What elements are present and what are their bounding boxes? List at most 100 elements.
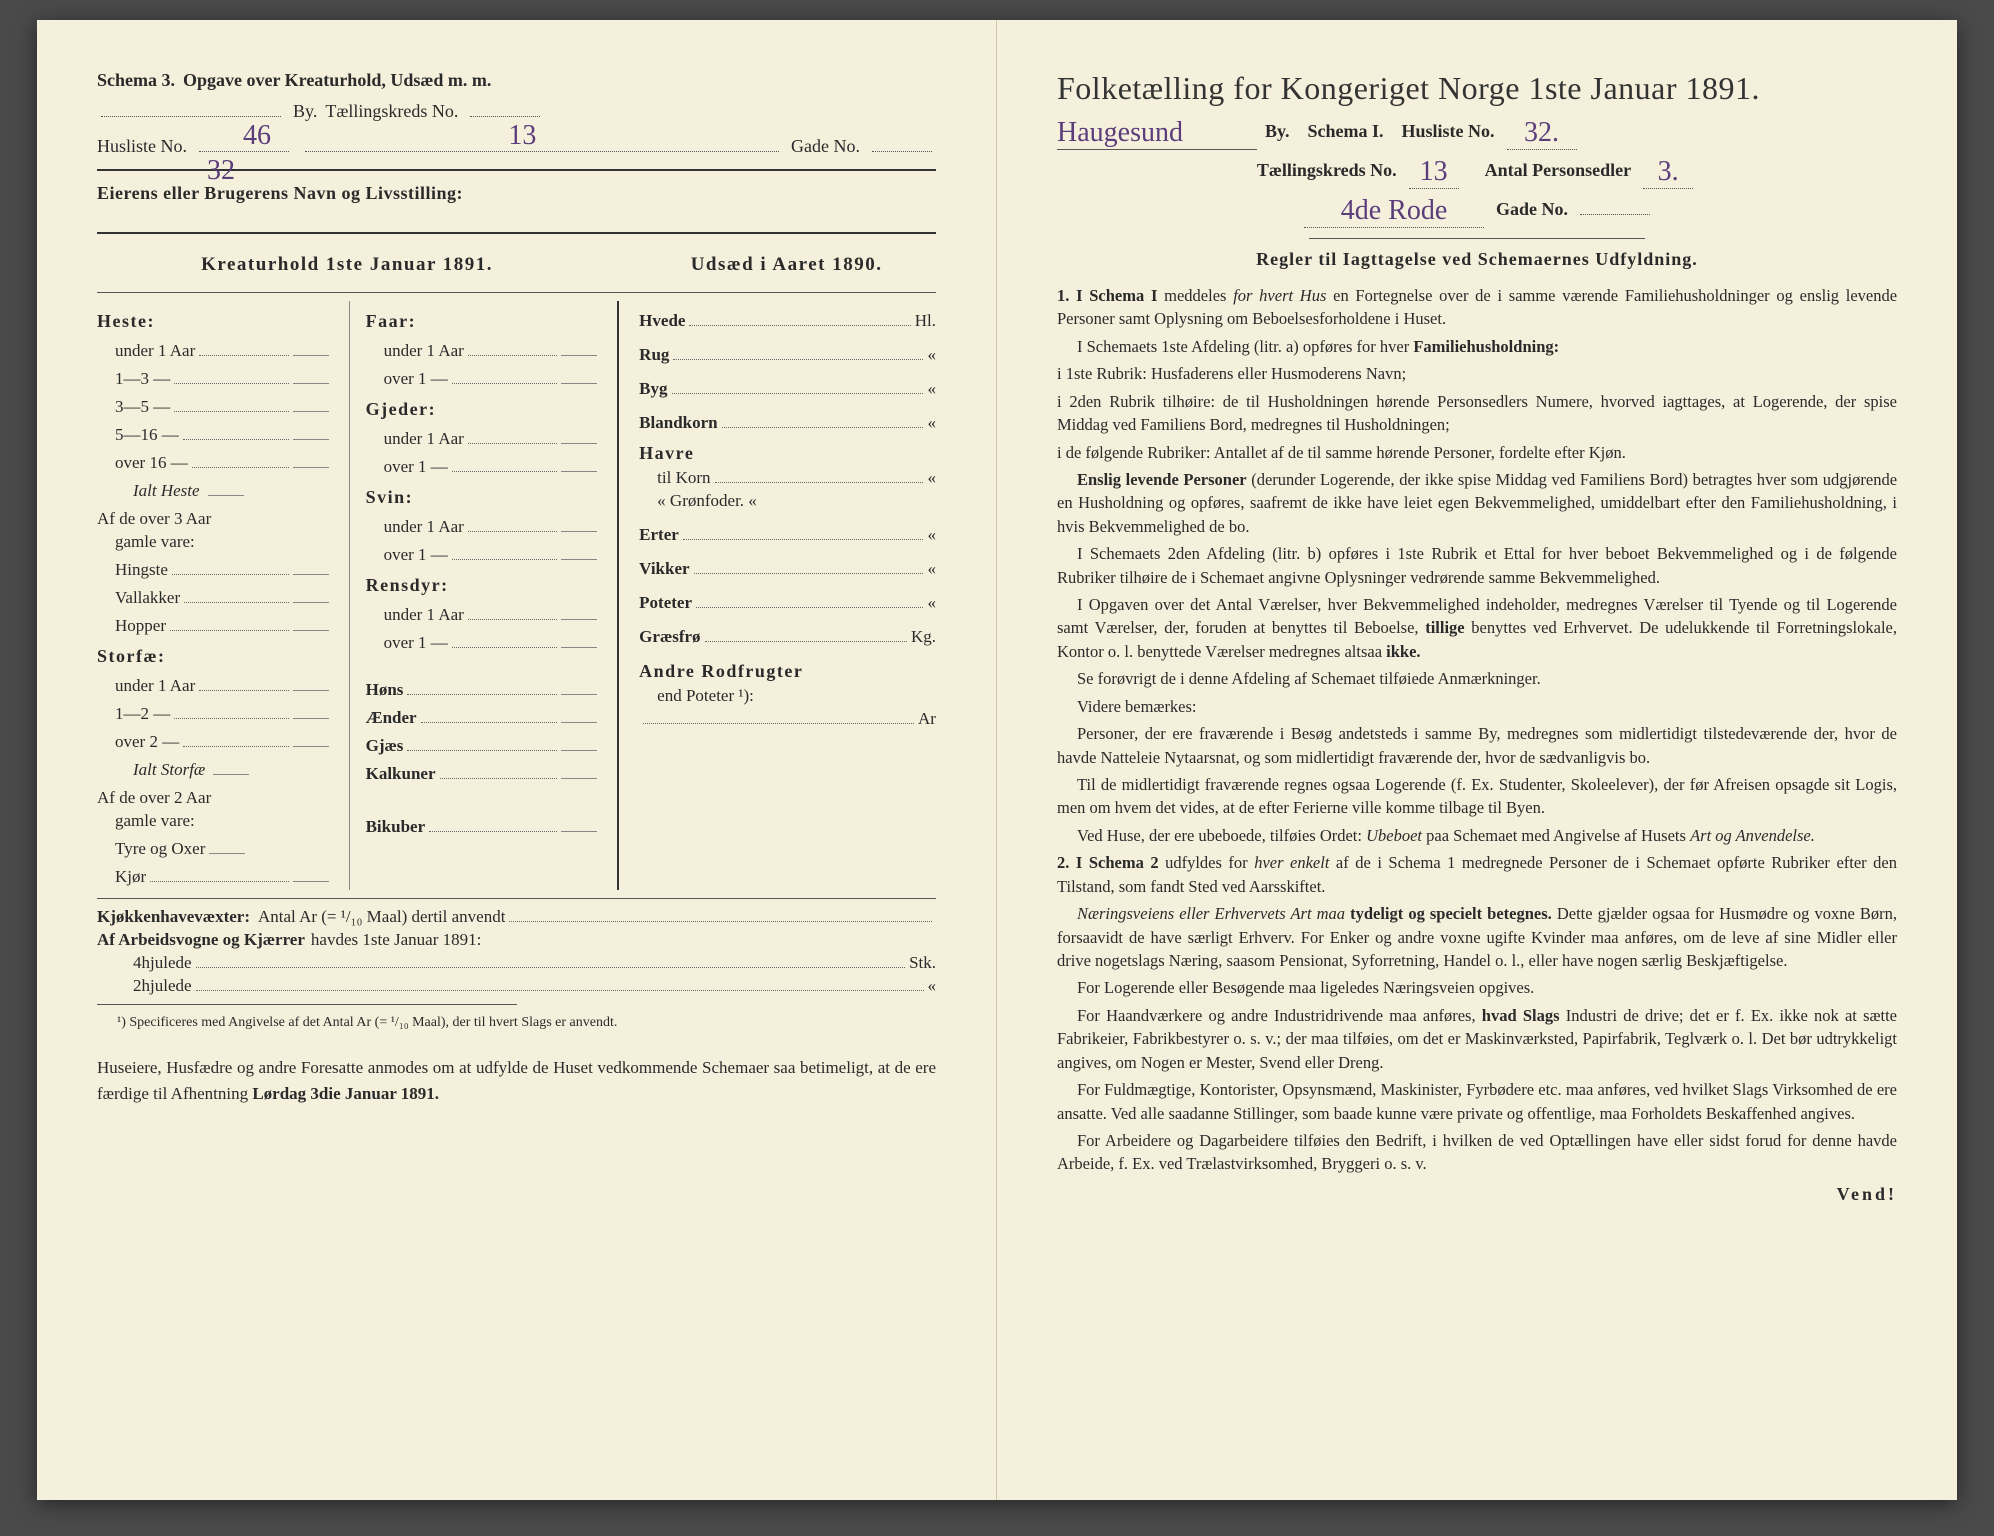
left-title: Opgave over Kreaturhold, Udsæd m. m. (183, 70, 491, 91)
kjokken: Kjøkkenhavevæxter: (97, 907, 250, 927)
rule-p15: Næringsveiens eller Erhvervets Art maa t… (1057, 902, 1897, 972)
livestock-subcol-1: Heste: under 1 Aar 1—3 — 3—5 — 5—16 — ov… (97, 301, 329, 890)
p2: I Schemaets 1ste Afdeling (litr. a) opfø… (1077, 337, 1409, 356)
kjokken-txt: Antal Ar (= ¹/₁₀ Maal) dertil anvendt (258, 907, 505, 927)
rules-title: Regler til Iagttagelse ved Schemaernes U… (1057, 249, 1897, 270)
main-two-col: Heste: under 1 Aar 1—3 — 3—5 — 5—16 — ov… (97, 301, 936, 890)
document-spread: Schema 3. Opgave over Kreaturhold, Udsæd… (37, 20, 1957, 1500)
footnote: ¹) Specificeres med Angivelse af det Ant… (97, 1015, 936, 1031)
hopper: Hopper (115, 616, 166, 636)
p1c: for hvert Hus (1233, 286, 1326, 305)
rule-p3: i 1ste Rubrik: Husfaderens eller Husmode… (1057, 362, 1897, 385)
hingste: Hingste (115, 560, 168, 580)
hjul4: 4hjulede (133, 953, 192, 973)
husliste-blank: 32 (199, 151, 289, 152)
end-pot: end Poteter ¹): (657, 686, 754, 706)
vend: Vend! (1057, 1184, 1897, 1205)
owner-line: Eierens eller Brugerens Navn og Livsstil… (97, 183, 936, 204)
byg: Byg (639, 379, 667, 399)
rule-p12: Til de midlertidigt fraværende regnes og… (1057, 773, 1897, 820)
rule-p7: I Schemaets 2den Afdeling (litr. b) opfø… (1057, 542, 1897, 589)
r-gade-blank (1580, 214, 1650, 215)
svin-head: Svin: (366, 487, 598, 508)
gj-o1: over 1 — (384, 457, 448, 477)
stor-12: 1—2 — (115, 704, 170, 724)
rensdyr-head: Rensdyr: (366, 575, 598, 596)
poteter: Poteter (639, 593, 692, 613)
right-row2: Tællingskreds No. 13 Antal Personsedler … (1057, 152, 1897, 185)
aender: Ænder (366, 708, 417, 728)
by-blank: 46 (101, 116, 281, 117)
af2: Af de over 2 Aar (97, 788, 211, 808)
bottomtext-body: Huseiere, Husfædre og andre Foresatte an… (97, 1058, 936, 1103)
gade-label: Gade No. (791, 136, 860, 157)
thin-div-2 (97, 898, 936, 899)
left-title-row: Schema 3. Opgave over Kreaturhold, Udsæd… (97, 70, 936, 91)
r-antal-label: Antal Personsedler (1485, 160, 1631, 181)
rule-p4: i 2den Rubrik tilhøire: de til Husholdni… (1057, 390, 1897, 437)
rule-p8: I Opgaven over det Antal Værelser, hver … (1057, 593, 1897, 663)
rug: Rug (639, 345, 669, 365)
storfae-head: Storfæ: (97, 646, 329, 667)
right-row3: 4de Rode Gade No. (1057, 191, 1897, 224)
gjeder-head: Gjeder: (366, 399, 598, 420)
rode-hand: 4de Rode (1304, 195, 1484, 228)
kg: Kg. (911, 627, 936, 647)
rule-p5: i de følgende Rubriker: Antallet af de t… (1057, 441, 1897, 464)
vallakker: Vallakker (115, 588, 180, 608)
kjor: Kjør (115, 867, 146, 887)
faar-u1: under 1 Aar (384, 341, 464, 361)
p6a: Enslig levende Personer (1077, 470, 1247, 489)
p17a: For Haandværkere og andre Industridriven… (1077, 1006, 1476, 1025)
livestock-col: Heste: under 1 Aar 1—3 — 3—5 — 5—16 — ov… (97, 301, 617, 890)
heste-head: Heste: (97, 311, 329, 332)
rule-p9: Se forøvrigt de i denne Afdeling af Sche… (1057, 667, 1897, 690)
ialt-stor: Ialt Storfæ (133, 760, 205, 780)
arbeidsvogne: Af Arbeidsvogne og Kjærrer (97, 930, 305, 950)
stor-o2: over 2 — (115, 732, 179, 752)
rule-1: 1. I Schema I meddeles for hvert Hus en … (1057, 284, 1897, 331)
rule-p10: Videre bemærkes: (1057, 695, 1897, 718)
col2-header: Udsæd i Aaret 1890. (617, 254, 936, 276)
stor-u1: under 1 Aar (115, 676, 195, 696)
spacer-dots (305, 151, 779, 152)
rule-p16: For Logerende eller Besøgende maa ligele… (1057, 976, 1897, 999)
by-label: By. (293, 101, 317, 122)
rule-p19: For Arbeidere og Dagarbeidere tilføies d… (1057, 1129, 1897, 1176)
r-div (1309, 238, 1645, 239)
gade-blank (872, 151, 932, 152)
rule-p6: Enslig levende Personer (derunder Logere… (1057, 468, 1897, 538)
p13d: Art og Anvendelse. (1690, 826, 1815, 845)
gamle2: gamle vare: (115, 811, 195, 831)
r-tkreds-label: Tællingskreds No. (1257, 160, 1397, 181)
p13b: Ubeboet (1366, 826, 1422, 845)
ar: Ar (918, 709, 936, 729)
rule-p17: For Haandværkere og andre Industridriven… (1057, 1004, 1897, 1074)
rd-u1: under 1 Aar (384, 605, 464, 625)
right-row1: Haugesund By. Schema I. Husliste No. 32. (1057, 113, 1897, 146)
bottom-text: Huseiere, Husfædre og andre Foresatte an… (97, 1055, 936, 1106)
by-row: 46 By. Tællingskreds No. 13 (97, 101, 936, 122)
p8d: ikke. (1386, 642, 1420, 661)
p14c: hver enkelt (1254, 853, 1329, 872)
gronfoder: « Grønfoder. « (657, 491, 757, 511)
p8b: tillige (1425, 618, 1464, 637)
fn-rule (97, 1004, 517, 1005)
andre-rod: Andre Rodfrugter (639, 661, 936, 682)
arbeidsvogne-row: Af Arbeidsvogne og Kjærrer havdes 1ste J… (97, 930, 936, 950)
rule-p18: For Fuldmægtige, Kontorister, Opsynsmænd… (1057, 1078, 1897, 1125)
rules-body: 1. I Schema I meddeles for hvert Hus en … (1057, 284, 1897, 1176)
hl: Hl. (915, 311, 936, 331)
heste-516: 5—16 — (115, 425, 179, 445)
p13a: Ved Huse, der ere ubeboede, tilføies Ord… (1077, 826, 1362, 845)
stk: Stk. (909, 953, 936, 973)
heste-u1: under 1 Aar (115, 341, 195, 361)
r-husliste-label: Husliste No. (1402, 121, 1495, 142)
sv-u1: under 1 Aar (384, 517, 464, 537)
vikker: Vikker (639, 559, 689, 579)
p14b: udfyldes for (1165, 853, 1248, 872)
hvede: Hvede (639, 311, 685, 331)
heste-o16: over 16 — (115, 453, 188, 473)
r-by-label: By. (1265, 121, 1290, 142)
ialt-heste: Ialt Heste (133, 481, 200, 501)
